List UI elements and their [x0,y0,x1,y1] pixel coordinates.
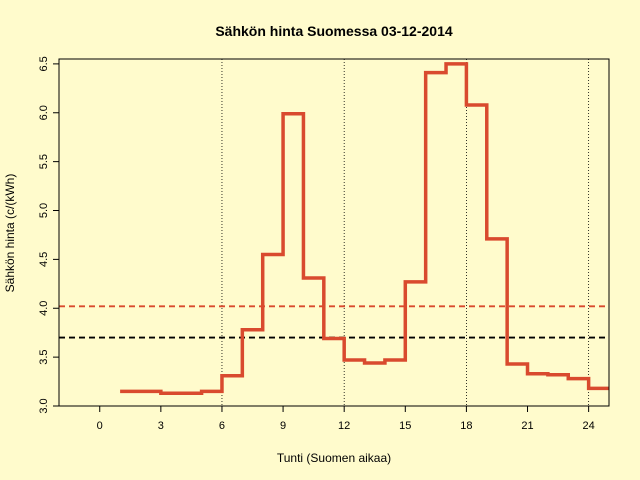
y-tick-label: 4.0 [38,301,50,316]
x-tick-label: 9 [280,420,286,432]
y-tick-label: 3.5 [38,349,50,364]
plot-area: 0 3 6 9 12 15 18 21 24 3.0 3.5 4.0 4.5 5.0 5.5 6.0 6.5 [38,56,610,432]
y-tick-label: 6.5 [38,56,50,71]
y-axis-label: Sähkön hinta (c/(kWh) [3,174,17,293]
y-tick-label: 5.0 [38,203,50,218]
plot-frame [58,58,610,407]
y-tick-label: 4.5 [38,252,50,267]
x-tick-label: 3 [158,420,164,432]
y-tick-label: 6.0 [38,105,50,120]
x-tick-label: 24 [583,420,595,432]
x-tick-label: 0 [97,420,103,432]
x-axis-label: Tunti (Suomen aikaa) [277,451,391,465]
x-tick-label: 18 [460,420,472,432]
x-tick-label: 12 [338,420,350,432]
x-tick-label: 6 [219,420,225,432]
y-tick-label: 5.5 [38,154,50,169]
y-tick-label: 3.0 [38,398,50,413]
price-step-line [120,62,609,396]
chart-title: Sähkön hinta Suomessa 03-12-2014 [215,23,453,39]
x-tick-label: 21 [521,420,533,432]
x-tick-label: 15 [399,420,411,432]
